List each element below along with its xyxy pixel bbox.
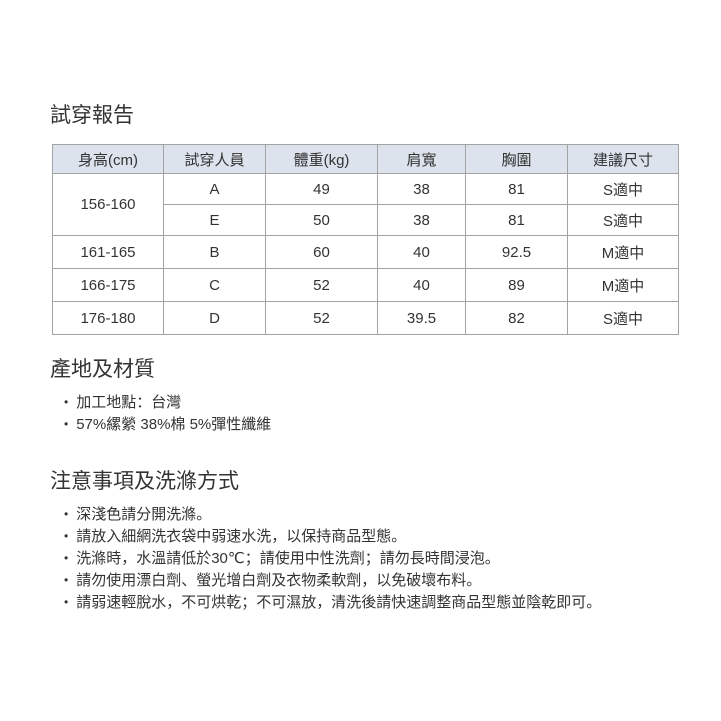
table-row: 166-175 C 52 40 89 M適中	[52, 268, 679, 302]
cell-chest: 82	[465, 301, 568, 335]
col-header-weight: 體重(kg)	[265, 144, 378, 174]
cell-suggested-size: S適中	[567, 204, 679, 236]
cell-suggested-size: S適中	[567, 301, 679, 335]
cell-fitter: D	[163, 301, 266, 335]
cell-weight: 50	[265, 204, 378, 236]
cell-shoulder: 39.5	[377, 301, 466, 335]
table-row: E 50 38 81 S適中	[53, 204, 679, 236]
cell-weight: 52	[265, 301, 378, 335]
cell-height-range: 161-165	[52, 235, 164, 269]
cell-shoulder: 38	[377, 204, 466, 236]
col-header-height: 身高(cm)	[52, 144, 164, 174]
materials-list: 加工地點：台灣 57%縲縈 38%棉 5%彈性纖維	[64, 392, 721, 436]
col-header-suggested-size: 建議尺寸	[567, 144, 679, 174]
list-item: 加工地點：台灣	[64, 392, 721, 414]
list-item: 57%縲縈 38%棉 5%彈性纖維	[64, 414, 721, 436]
materials-section-title: 產地及材質	[50, 358, 155, 381]
cell-shoulder: 38	[377, 173, 466, 205]
cell-suggested-size: M適中	[567, 235, 679, 269]
cell-height-range: 166-175	[52, 268, 164, 302]
cell-weight: 60	[265, 235, 378, 269]
table-row: 156-160 A 49 38 81 S適中	[52, 173, 679, 236]
list-item: 深淺色請分開洗滌。	[64, 504, 721, 526]
cell-suggested-size: S適中	[567, 173, 679, 205]
table-row: 176-180 D 52 39.5 82 S適中	[52, 301, 679, 335]
cell-height-range: 176-180	[52, 301, 164, 335]
col-header-shoulder: 肩寬	[377, 144, 466, 174]
cell-chest: 92.5	[465, 235, 568, 269]
table-header-row: 身高(cm) 試穿人員 體重(kg) 肩寬 胸圍 建議尺寸	[52, 144, 679, 174]
cell-fitter: A	[163, 173, 266, 205]
list-item: 請勿使用漂白劑、螢光增白劑及衣物柔軟劑，以免破壞布料。	[64, 570, 721, 592]
list-item: 請放入細網洗衣袋中弱速水洗，以保持商品型態。	[64, 526, 721, 548]
cell-weight: 49	[265, 173, 378, 205]
list-item: 請弱速輕脫水，不可烘乾；不可濕放，清洗後請快速調整商品型態並陰乾即可。	[64, 592, 721, 614]
cell-fitter: E	[163, 204, 266, 236]
list-item: 洗滌時，水溫請低於30℃；請使用中性洗劑；請勿長時間浸泡。	[64, 548, 721, 570]
fitting-report-table: 身高(cm) 試穿人員 體重(kg) 肩寬 胸圍 建議尺寸 156-160 A …	[52, 144, 679, 335]
care-instructions-list: 深淺色請分開洗滌。 請放入細網洗衣袋中弱速水洗，以保持商品型態。 洗滌時，水溫請…	[64, 504, 721, 614]
cell-height-range: 156-160	[52, 173, 164, 236]
cell-suggested-size: M適中	[567, 268, 679, 302]
cell-chest: 89	[465, 268, 568, 302]
cell-weight: 52	[265, 268, 378, 302]
col-header-chest: 胸圍	[465, 144, 568, 174]
cell-fitter: C	[163, 268, 266, 302]
cell-chest: 81	[465, 173, 568, 205]
cell-shoulder: 40	[377, 235, 466, 269]
fitting-report-title: 試穿報告	[50, 104, 134, 127]
col-header-fitter: 試穿人員	[163, 144, 266, 174]
cell-fitter: B	[163, 235, 266, 269]
cell-chest: 81	[465, 204, 568, 236]
cell-shoulder: 40	[377, 268, 466, 302]
care-section-title: 注意事項及洗滌方式	[50, 470, 239, 493]
table-row: 161-165 B 60 40 92.5 M適中	[52, 235, 679, 269]
